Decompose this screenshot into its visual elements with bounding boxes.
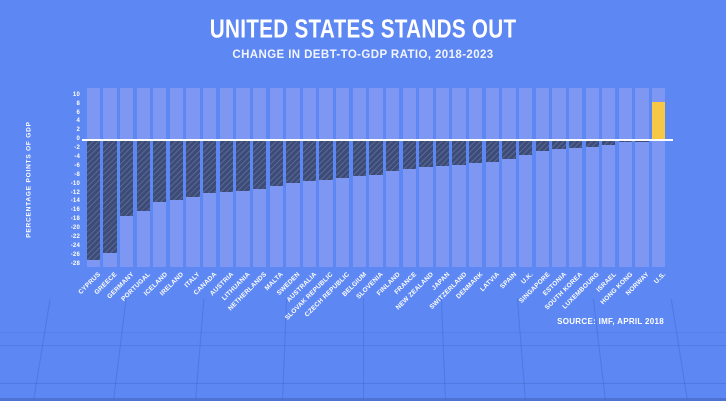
y-tick-8: 8	[76, 100, 80, 107]
source-note: SOURCE: IMF, APRIL 2018	[557, 317, 664, 326]
column-band-estonia	[552, 88, 566, 267]
bar-slovenia	[369, 140, 383, 175]
chart-header: UNITED STATES STANDS OUT CHANGE IN DEBT-…	[0, 14, 726, 61]
bar-south-korea	[568, 140, 583, 149]
bar-u-k	[519, 140, 533, 156]
bar-cyprus	[86, 140, 100, 260]
bar-singapore	[535, 140, 549, 152]
column-band-new-zealand	[419, 88, 433, 267]
bar-france	[402, 140, 416, 170]
chart-subtitle: CHANGE IN DEBT-TO-GDP RATIO, 2018-2023	[232, 48, 494, 62]
bar-latvia	[485, 140, 500, 162]
bar-switzerland	[452, 140, 466, 165]
bar-greece	[103, 140, 117, 254]
bar-canada	[203, 140, 217, 194]
bar-israel	[602, 140, 616, 145]
y-tick--24: -24	[70, 242, 80, 249]
column-band-belgium	[352, 88, 367, 267]
bar-austria	[219, 140, 233, 193]
bar-estonia	[552, 140, 566, 150]
bar-luxembourg	[585, 140, 599, 147]
floor-vertical-line	[113, 298, 127, 401]
bar-iceland	[153, 140, 167, 203]
y-tick--28: -28	[70, 260, 80, 267]
bar-czech-republic	[336, 140, 350, 179]
floor-horizontal-line	[0, 345, 726, 346]
column-band-singapore	[535, 88, 549, 267]
bar-malta	[269, 140, 283, 187]
bar-sweden	[286, 140, 300, 184]
bar-germany	[119, 140, 134, 217]
floor-vertical-line	[195, 298, 205, 401]
y-tick-0: 0	[76, 136, 80, 143]
column-band-latvia	[485, 88, 500, 267]
bar-u-s	[652, 101, 666, 140]
y-tick--4: -4	[74, 154, 80, 160]
column-band-south-korea	[568, 88, 583, 267]
x-label-u-s: U.S.	[653, 271, 668, 286]
column-band-france	[402, 88, 416, 267]
bar-netherlands	[252, 140, 267, 189]
bar-belgium	[352, 140, 367, 177]
y-tick-6: 6	[76, 109, 80, 116]
y-tick--16: -16	[70, 207, 80, 214]
column-band-luxembourg	[585, 88, 599, 267]
y-tick-10: 10	[72, 91, 80, 98]
y-tick-2: 2	[76, 127, 80, 134]
y-tick--2: -2	[74, 145, 80, 152]
floor-vertical-line	[33, 299, 51, 401]
y-tick--14: -14	[70, 198, 80, 205]
y-tick--26: -26	[70, 251, 80, 258]
bar-slovak-republic	[319, 140, 333, 180]
x-label-spain: SPAIN	[498, 271, 518, 291]
y-tick--8: -8	[74, 171, 80, 178]
column-band-slovenia	[369, 88, 383, 267]
column-band-finland	[385, 88, 400, 267]
y-tick--20: -20	[70, 225, 80, 231]
y-tick--18: -18	[70, 216, 80, 223]
y-tick-4: 4	[76, 118, 80, 125]
bar-ireland	[169, 140, 184, 201]
y-tick--12: -12	[70, 189, 80, 196]
bar-finland	[385, 140, 400, 172]
column-band-switzerland	[452, 88, 466, 267]
column-band-denmark	[469, 88, 483, 267]
column-band-norway	[635, 88, 649, 267]
bar-portugal	[136, 140, 150, 211]
bottom-edge-strip	[0, 398, 726, 401]
bar-spain	[502, 140, 516, 160]
bar-lithuania	[236, 140, 250, 191]
y-tick--22: -22	[70, 233, 80, 240]
column-band-spain	[502, 88, 516, 267]
bar-australia	[302, 140, 317, 182]
zero-gridline	[82, 139, 673, 141]
column-band-u-k	[519, 88, 533, 267]
bar-new-zealand	[419, 140, 433, 168]
chart-title: UNITED STATES STANDS OUT	[209, 14, 517, 44]
floor-vertical-line	[516, 298, 526, 401]
floor-vertical-line	[440, 298, 446, 401]
bar-hong-kong	[618, 140, 633, 143]
floor-vertical-line	[592, 298, 606, 401]
floor-vertical-line	[670, 299, 688, 401]
bar-denmark	[469, 140, 483, 164]
bar-japan	[435, 140, 450, 167]
floor-horizontal-line	[0, 383, 726, 384]
floor-vertical-line	[363, 298, 364, 401]
column-band-japan	[435, 88, 450, 267]
y-axis-title: PERCENTAGE POINTS OF GDP	[25, 121, 33, 238]
bar-italy	[186, 140, 200, 197]
column-band-israel	[602, 88, 616, 267]
y-tick--10: -10	[70, 180, 80, 187]
y-tick--6: -6	[74, 162, 80, 169]
floor-horizontal-line	[0, 332, 726, 333]
column-band-hong-kong	[618, 88, 633, 267]
